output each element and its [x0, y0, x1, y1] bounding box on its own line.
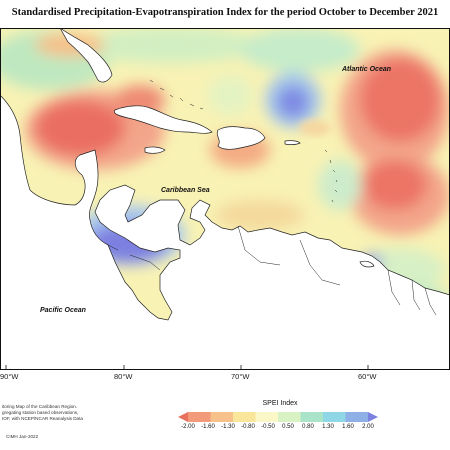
legend-swatch	[178, 412, 188, 422]
legend-swatch	[188, 412, 211, 422]
copyright-text: CIMH Jan-2022	[6, 434, 39, 439]
legend-swatch	[300, 412, 324, 422]
legend-swatch	[368, 412, 378, 422]
credits-line-2: gregating station based observations,	[2, 410, 79, 415]
lon-label-80w: 80°W	[114, 372, 133, 381]
legend-tick-labels: -2.00 -1.60 -1.30 -0.80 -0.50 0.50 0.80 1.30 1.6…	[172, 424, 384, 434]
credits-line-3: IOF, with NCEP/NCAR Reanalysis Data	[2, 416, 83, 421]
borders	[107, 79, 437, 316]
credits-line-1: itoring Map of the Caribbean Region.	[2, 404, 78, 409]
credits-text: itoring Map of the Caribbean Region. gre…	[2, 404, 83, 422]
caribbean-sea-label: Caribbean Sea	[161, 187, 210, 194]
legend-swatch	[278, 412, 301, 422]
legend-tick-label: 0.80	[302, 424, 314, 430]
lon-label-70w: 70°W	[231, 372, 250, 381]
legend-tick-label: 0.50	[282, 424, 294, 430]
legend-colorbar	[178, 412, 378, 422]
legend-tick-label: -0.80	[241, 424, 255, 430]
atlantic-ocean-label: Atlantic Ocean	[341, 66, 391, 73]
legend-tick-label: -1.30	[221, 424, 235, 430]
legend-swatch	[345, 412, 369, 422]
legend-swatch	[255, 412, 279, 422]
legend-tick-label: -0.50	[261, 424, 275, 430]
legend-title: SPEI Index	[262, 400, 298, 407]
legend-tick-label: 1.60	[342, 424, 354, 430]
legend-swatch	[323, 412, 346, 422]
spei-map: Atlantic Ocean Caribbean Sea Pacific Oce…	[0, 28, 450, 370]
legend-swatch	[210, 412, 234, 422]
lon-label-60w: 60°W	[358, 372, 377, 381]
lon-label-90w: 90°W	[0, 372, 19, 381]
legend-tick-label: 1.30	[322, 424, 334, 430]
map-title: Standardised Precipitation-Evapotranspir…	[11, 7, 439, 18]
landmasses	[0, 28, 450, 370]
legend-tick-label: 2.00	[362, 424, 374, 430]
legend-tick-label: -1.60	[201, 424, 215, 430]
legend-tick-label: -2.00	[181, 424, 195, 430]
legend-swatch	[233, 412, 256, 422]
pacific-ocean-label: Pacific Ocean	[40, 307, 86, 314]
